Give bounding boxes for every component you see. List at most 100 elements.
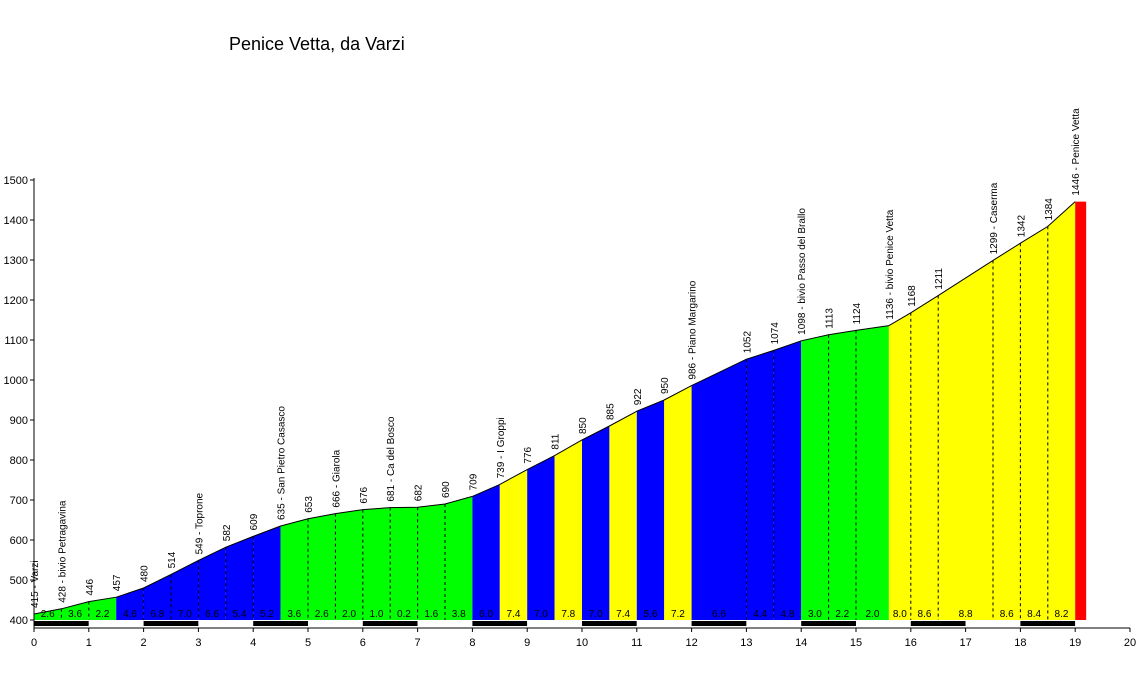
x-tick-label: 5: [305, 637, 311, 649]
x-tick-label: 11: [631, 637, 642, 649]
gradient-label: 8.6: [918, 609, 932, 620]
profile-segment: [554, 440, 582, 620]
y-tick-label: 1500: [4, 175, 28, 187]
gradient-label: 8.8: [959, 609, 973, 620]
elevation-label: 986 - Piano Margarino: [688, 280, 699, 379]
profile-segment: [225, 536, 254, 620]
gradient-label: 8.0: [893, 609, 907, 620]
gradient-label: 6.6: [205, 609, 219, 620]
gradient-label: 1.0: [370, 609, 384, 620]
elevation-label: 582: [222, 524, 233, 541]
elevation-label: 811: [551, 433, 562, 449]
km-band: [910, 621, 966, 626]
elevation-label: 428 - bivio Petragavina: [57, 500, 68, 603]
km-band: [691, 621, 747, 626]
x-tick-label: 8: [469, 637, 475, 649]
km-band: [308, 621, 363, 626]
y-tick-label: 1000: [4, 375, 28, 387]
profile-segment: [1075, 201, 1087, 620]
x-tick-label: 15: [850, 637, 862, 649]
km-band: [198, 621, 254, 626]
km-band: [253, 621, 308, 626]
x-tick-label: 7: [415, 637, 421, 649]
gradient-label: 4.6: [123, 609, 137, 620]
x-tick-label: 0: [31, 637, 37, 649]
y-tick-label: 700: [10, 495, 28, 507]
profile-segment: [472, 484, 500, 620]
gradient-label: 2.6: [315, 609, 329, 620]
elevation-label: 1074: [770, 322, 781, 345]
elevation-label: 457: [112, 574, 123, 591]
profile-segment: [499, 469, 528, 620]
elevation-label: 950: [660, 377, 671, 394]
profile-segment: [938, 260, 993, 620]
profile-segment: [445, 496, 473, 620]
profile-segment: [828, 330, 856, 620]
x-tick-label: 10: [576, 637, 588, 649]
km-band: [636, 621, 692, 626]
profile-segment: [746, 350, 774, 620]
profile-segment: [993, 243, 1021, 620]
gradient-label: 7.8: [561, 609, 575, 620]
km-band: [856, 621, 911, 626]
profile-segment: [910, 295, 939, 620]
gradient-label: 0.2: [397, 609, 411, 620]
gradient-label: 5.2: [260, 609, 274, 620]
elevation-label: 1446 - Penice Vetta: [1071, 108, 1082, 196]
x-tick-label: 4: [250, 637, 256, 649]
x-tick-label: 1: [86, 637, 92, 649]
profile-segment: [143, 574, 171, 620]
gradient-label: 6.8: [150, 609, 164, 620]
elevation-label: 739 - I Groppi: [496, 417, 507, 478]
gradient-label: 8.6: [1000, 609, 1014, 620]
profile-segment: [856, 325, 889, 620]
km-band: [582, 621, 637, 626]
elevation-label: 1342: [1016, 215, 1027, 238]
gradient-label: 7.4: [507, 609, 521, 620]
elevation-label: 885: [605, 403, 616, 420]
profile-segment: [390, 507, 418, 620]
profile-segment: [691, 359, 747, 620]
profile-segment: [801, 334, 829, 620]
profile-segment: [88, 597, 117, 620]
x-tick-label: 16: [905, 637, 917, 649]
chart-title: Penice Vetta, da Varzi: [229, 34, 405, 54]
elevation-label: 1168: [907, 285, 918, 307]
y-tick-label: 1100: [4, 335, 28, 347]
gradient-label: 3.8: [452, 609, 466, 620]
elevation-label: 1124: [852, 302, 863, 324]
gradient-label: 7.4: [616, 609, 630, 620]
elevation-label: 1098 - bivio Passo del Brallo: [797, 208, 808, 335]
profile-segment: [61, 601, 89, 620]
gradient-label: 2.0: [865, 609, 879, 620]
elevation-label: 681 - Ca del Bosco: [386, 416, 397, 501]
km-band: [527, 621, 582, 626]
km-band: [801, 621, 856, 626]
elevation-label: 1136 - bivio Penice Vetta: [885, 209, 896, 319]
elevation-label: 514: [167, 551, 178, 568]
y-tick-label: 500: [10, 575, 28, 587]
km-band: [1020, 621, 1076, 626]
km-band: [746, 621, 802, 626]
profile-segment: [335, 509, 363, 620]
gradient-label: 6.0: [479, 609, 493, 620]
elevation-label: 690: [441, 481, 452, 498]
profile-segment: [280, 518, 308, 620]
x-tick-label: 12: [685, 637, 697, 649]
gradient-label: 7.0: [589, 609, 603, 620]
profile-line: [33, 201, 1076, 615]
gradient-label: 7.2: [671, 609, 685, 620]
elevation-label: 1211: [934, 268, 945, 290]
gradient-label: 2.0: [342, 609, 356, 620]
profile-segment: [888, 312, 911, 620]
elevation-label: 1299 - Caserma: [989, 182, 1000, 254]
x-tick-label: 18: [1014, 637, 1026, 649]
gradient-label: 8.4: [1027, 609, 1041, 620]
x-tick-label: 3: [195, 637, 201, 649]
profile-segment: [116, 588, 144, 620]
gradient-label: 2.2: [96, 609, 110, 620]
elevation-label: 1052: [742, 331, 753, 354]
gradient-label: 8.2: [1055, 609, 1069, 620]
elevation-label: 609: [249, 513, 260, 530]
